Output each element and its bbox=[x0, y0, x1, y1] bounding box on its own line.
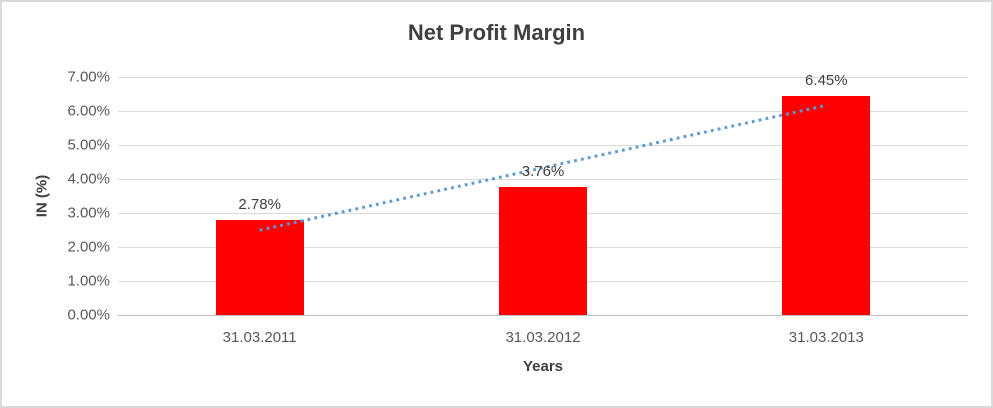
gridline bbox=[118, 179, 968, 180]
bar-value-label: 2.78% bbox=[238, 196, 281, 214]
trendline bbox=[259, 103, 827, 232]
chart-title: Net Profit Margin bbox=[407, 20, 586, 45]
y-axis-tick-label: 6.00% bbox=[67, 102, 110, 120]
y-axis-tick-label: 4.00% bbox=[67, 170, 110, 188]
bar bbox=[782, 95, 871, 315]
y-axis-tick-label: 2.00% bbox=[67, 238, 110, 256]
x-axis-tick-label: 31.03.2012 bbox=[505, 329, 581, 346]
y-axis-tick-label: 7.00% bbox=[67, 68, 110, 86]
bar bbox=[215, 220, 304, 315]
x-axis-title: Years bbox=[522, 358, 564, 375]
y-axis-tick-label: 3.00% bbox=[67, 204, 110, 222]
bar bbox=[499, 187, 587, 315]
y-axis-tick-label: 1.00% bbox=[67, 272, 110, 290]
plot-area: 2.78% 31.03.2011 3.76% 31.03.2012 6.45% 31.03… bbox=[118, 72, 968, 346]
x-axis-tick-label: 31.03.2013 bbox=[788, 329, 864, 346]
bar-value-label: 3.76% bbox=[521, 163, 565, 181]
y-axis-tick-label: 0.00% bbox=[67, 306, 110, 324]
gridline bbox=[118, 111, 968, 112]
y-axis-tick-label: 5.00% bbox=[67, 136, 110, 154]
y-axis-tick-labels: 0.00% 1.00% 2.00% 3.00% 4.00% 5.00% 6.00% 7.00% bbox=[2, 69, 110, 324]
x-axis-line bbox=[118, 315, 968, 316]
bar-value-label: 6.45% bbox=[805, 71, 848, 89]
gridline bbox=[118, 145, 968, 146]
x-axis-tick-label: 31.03.2011 bbox=[222, 329, 297, 346]
gridline bbox=[118, 77, 968, 78]
trendline-svg bbox=[259, 103, 827, 232]
